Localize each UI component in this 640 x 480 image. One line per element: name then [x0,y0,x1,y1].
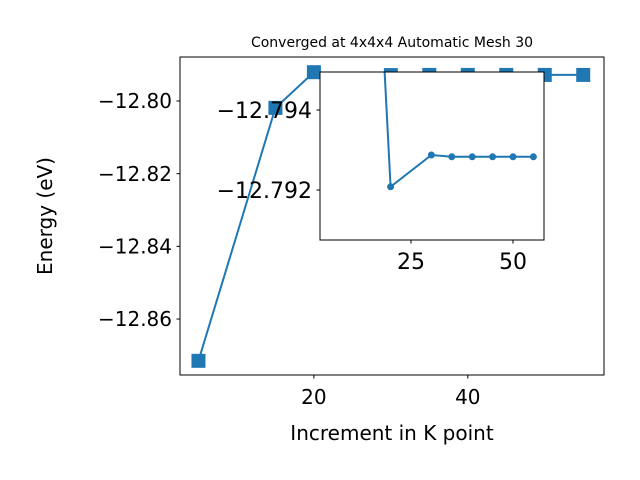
x-axis-label: Increment in K point [290,421,494,445]
y-tick-label: −12.794 [217,99,312,124]
plot-layer [383,72,537,191]
y-tick-label: −12.792 [217,179,312,204]
marker [306,65,321,80]
marker [448,153,456,161]
y-tick-label: −12.80 [98,89,172,113]
marker [529,153,537,161]
axes-frame [179,56,605,376]
marker [268,100,283,115]
y-tick-label: −12.82 [98,162,172,186]
chart-title: Converged at 4x4x4 Automatic Mesh 30 [251,35,533,51]
y-tick-label: −12.86 [98,307,172,331]
x-tick-label: 20 [301,385,326,409]
marker [576,67,591,82]
marker [509,153,517,161]
axes-frame [319,71,545,241]
marker [387,183,395,191]
y-tick-label: −12.84 [98,235,172,259]
marker [427,151,435,159]
marker [191,353,206,368]
x-tick-label: 40 [455,385,480,409]
x-tick-label: 50 [499,250,527,275]
marker [468,153,476,161]
marker [489,153,497,161]
x-tick-label: 25 [397,250,425,275]
y-axis-label: Energy (eV) [33,157,57,275]
